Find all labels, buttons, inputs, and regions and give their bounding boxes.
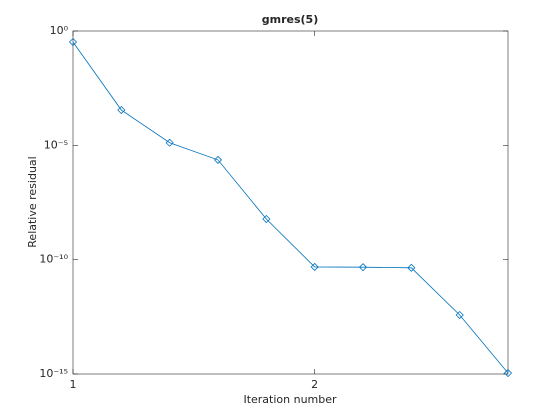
axes-box — [72, 30, 509, 375]
y-axis-label: Relative residual — [26, 156, 39, 247]
x-tick-label: 2 — [311, 378, 318, 391]
x-axis-label: Iteration number — [243, 393, 337, 406]
data-marker — [262, 214, 271, 224]
y-tick-label: 10⁻⁵ — [44, 138, 68, 151]
x-tick-label: 1 — [70, 378, 77, 391]
data-marker — [310, 262, 319, 272]
chart-title: gmres(5) — [262, 13, 318, 26]
y-tick-label: 10⁻¹⁵ — [39, 367, 68, 380]
data-marker — [165, 138, 174, 147]
data-marker — [117, 105, 126, 115]
data-marker — [407, 263, 416, 272]
data-marker — [455, 310, 464, 320]
data-marker — [503, 368, 513, 378]
data-marker — [213, 155, 223, 164]
data-marker — [358, 263, 368, 272]
y-tick-label: 10⁻¹⁰ — [39, 253, 68, 266]
data-marker — [68, 37, 78, 47]
series-line — [72, 41, 509, 374]
y-tick-label: 10⁰ — [50, 24, 69, 37]
